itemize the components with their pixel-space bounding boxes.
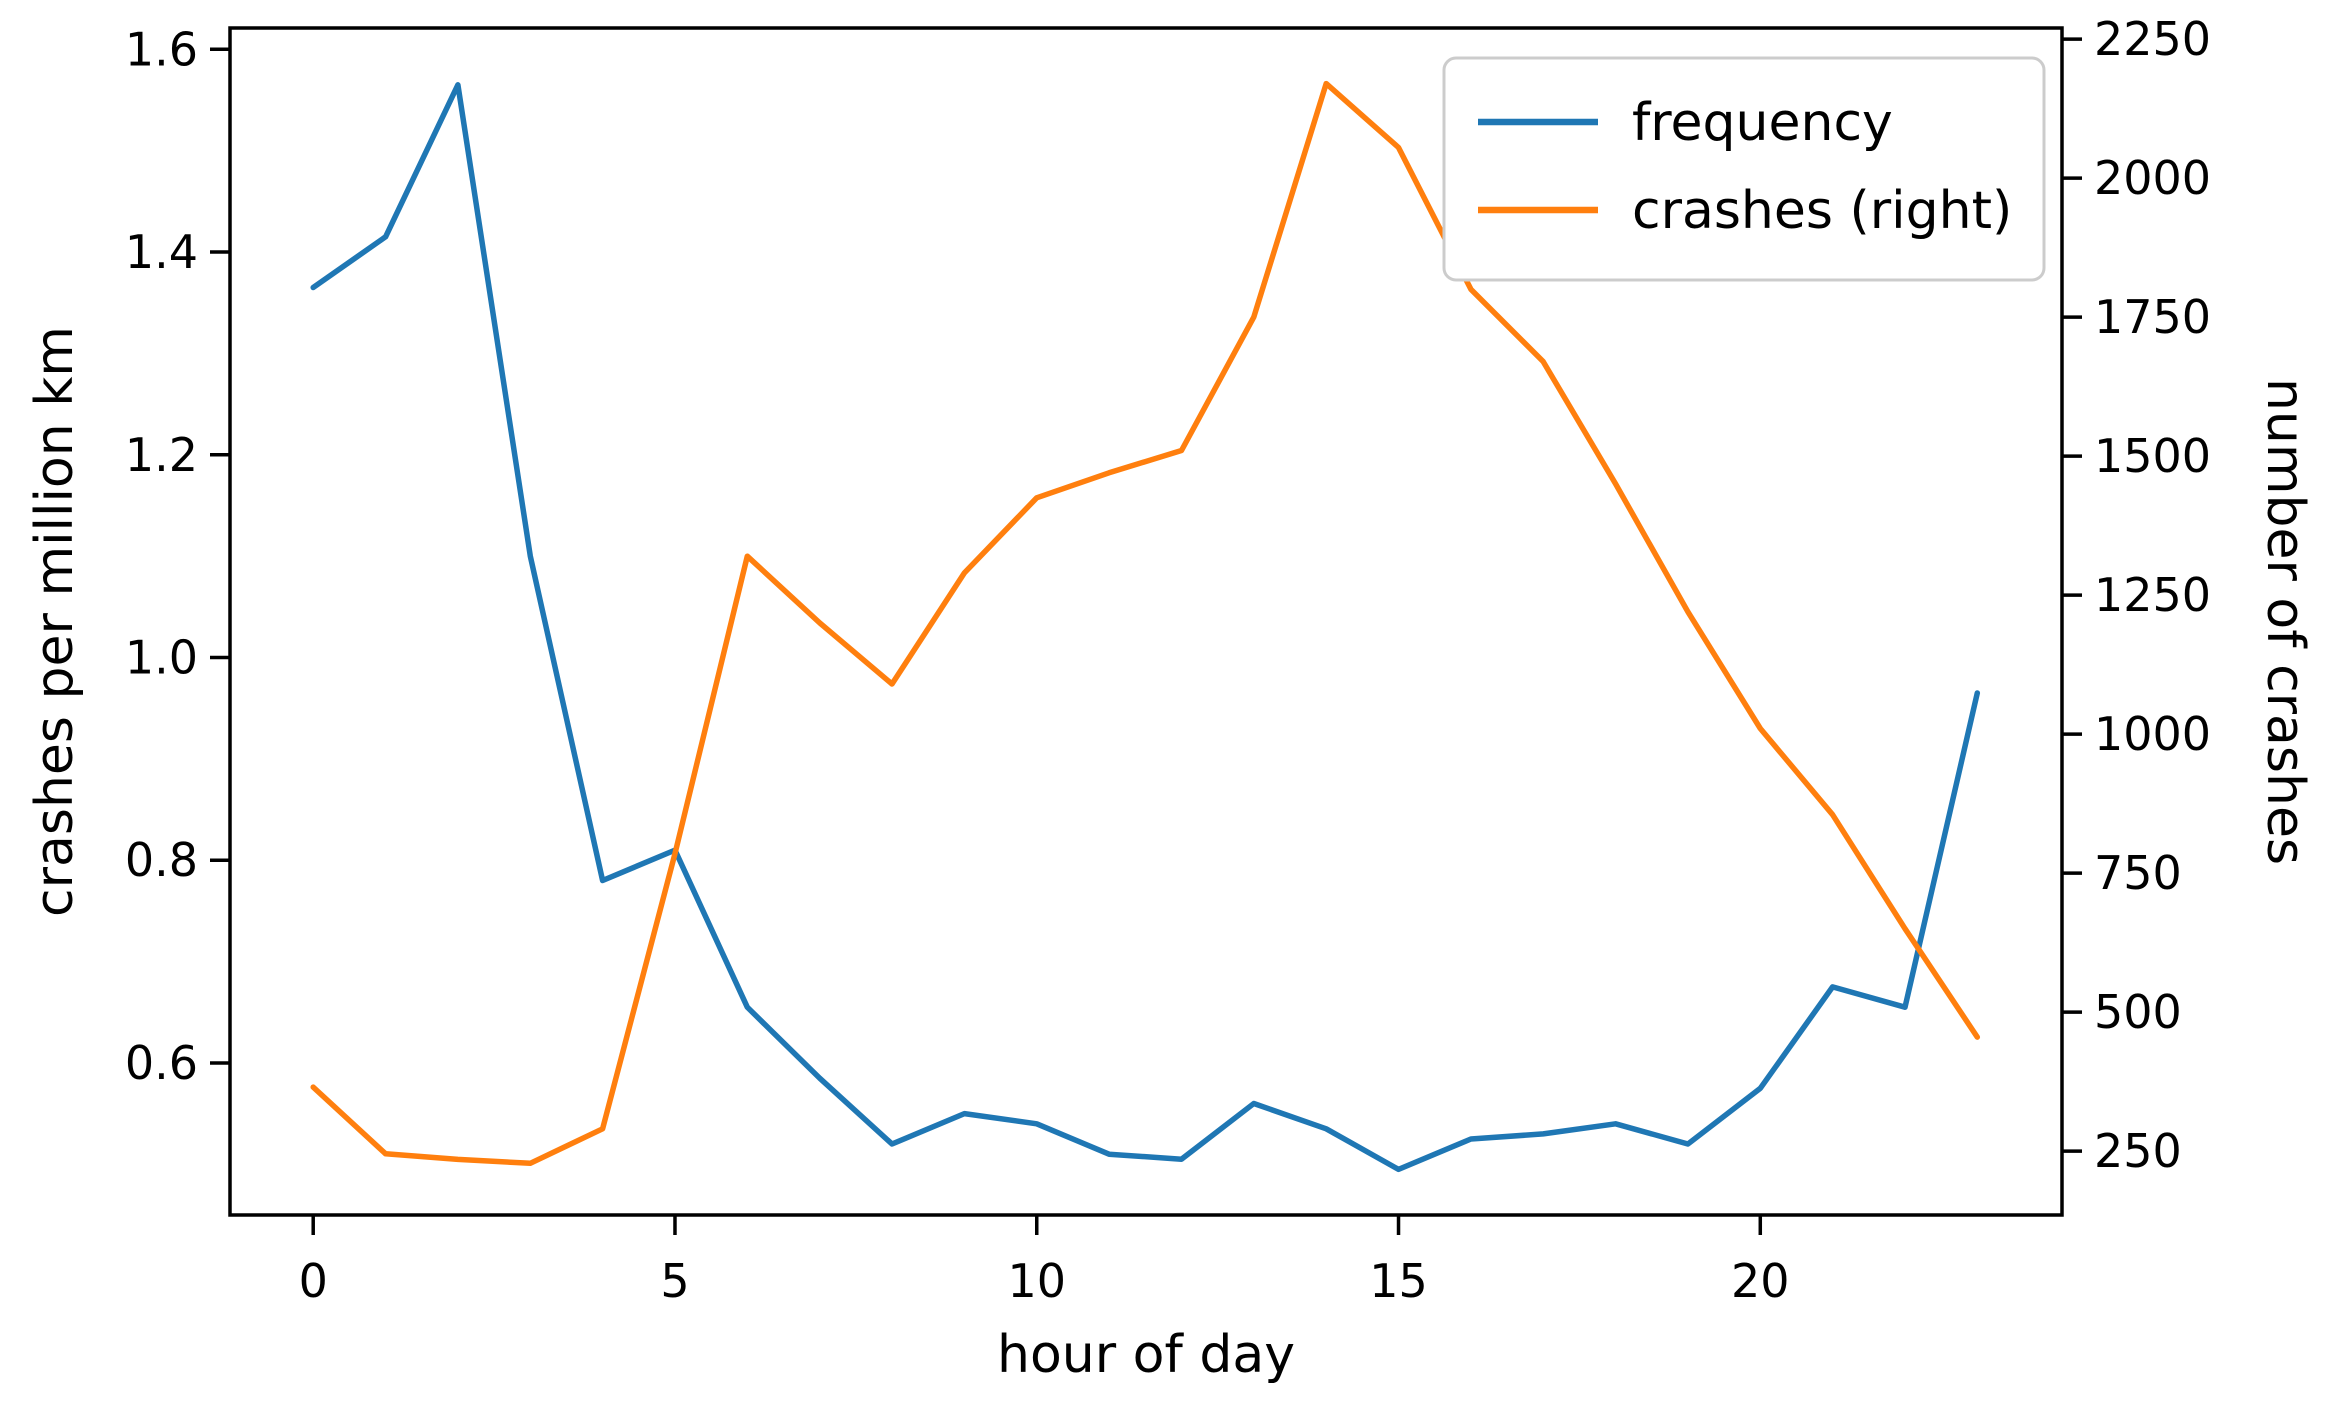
left-tick-label: 0.6 (125, 1036, 198, 1090)
legend-box (1442, 56, 2046, 282)
x-axis-label: hour of day (997, 1325, 1295, 1385)
left-tick-label: 0.8 (125, 833, 198, 887)
x-tick-label: 15 (1369, 1254, 1428, 1308)
right-tick-label: 2000 (2094, 151, 2211, 205)
right-tick-label: 750 (2094, 846, 2182, 900)
right-tick-label: 1250 (2094, 568, 2211, 622)
right-tick-label: 500 (2094, 985, 2182, 1039)
legend-label-1: crashes (right) (1632, 181, 2012, 241)
left-tick-label: 1.2 (125, 428, 198, 482)
plot-spines (228, 26, 2064, 1217)
crashes-right-line (310, 80, 1981, 1167)
x-tick-label: 10 (1007, 1254, 1066, 1308)
left-tick-label: 1.6 (125, 22, 198, 76)
x-tick-label: 20 (1731, 1254, 1790, 1308)
x-tick-label: 5 (660, 1254, 689, 1308)
left-tick-label: 1.4 (125, 225, 198, 279)
right-tick-label: 2250 (2094, 12, 2211, 66)
frequency-line (310, 82, 1981, 1173)
right-tick-label: 1000 (2094, 707, 2211, 761)
right-tick-label: 250 (2094, 1124, 2182, 1178)
x-tick-label: 0 (299, 1254, 328, 1308)
y-axis-label-right: number of crashes (2255, 378, 2315, 865)
right-tick-label: 1500 (2094, 429, 2211, 483)
right-tick-label: 1750 (2094, 290, 2211, 344)
legend-label-0: frequency (1632, 93, 1893, 153)
left-tick-label: 1.0 (125, 630, 198, 684)
y-axis-label-left: crashes per million km (25, 326, 85, 917)
